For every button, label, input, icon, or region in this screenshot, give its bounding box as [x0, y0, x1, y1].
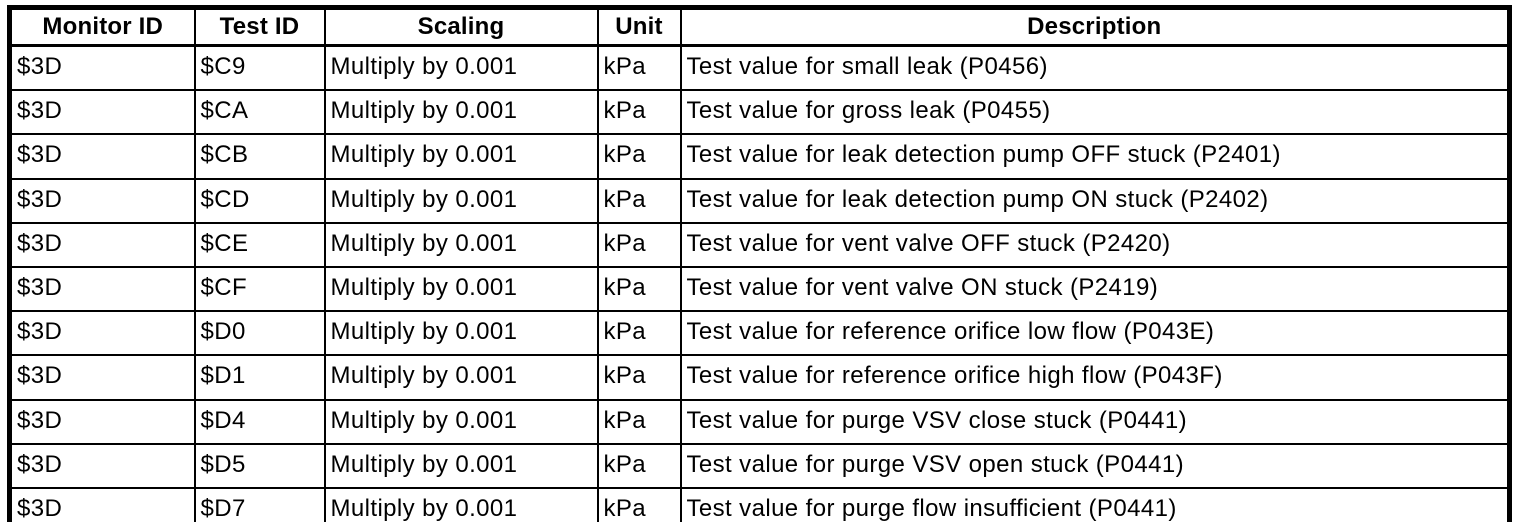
table-row: $3D $CA Multiply by 0.001 kPa Test value…: [8, 89, 1511, 136]
table-row: $3D $CB Multiply by 0.001 kPa Test value…: [8, 133, 1511, 180]
unit-cell: kPa: [596, 310, 682, 357]
test-id-cell: $CF: [193, 265, 326, 313]
unit-cell: kPa: [596, 442, 682, 489]
unit-cell: kPa: [596, 44, 682, 92]
scaling-cell: Multiply by 0.001: [323, 398, 599, 445]
test-id-cell: $CE: [193, 221, 326, 268]
table-row: $3D $D1 Multiply by 0.001 kPa Test value…: [8, 354, 1511, 401]
table-row: $3D $D0 Multiply by 0.001 kPa Test value…: [8, 310, 1511, 357]
unit-cell: kPa: [596, 133, 682, 180]
test-id-cell: $CD: [193, 177, 326, 224]
column-header-description: Description: [679, 6, 1511, 47]
description-cell: Test value for reference orifice low flo…: [679, 310, 1511, 357]
description-cell: Test value for purge flow insufficient (…: [679, 486, 1511, 522]
table-row: $3D $D4 Multiply by 0.001 kPa Test value…: [8, 398, 1511, 445]
table-header: Monitor ID Test ID Scaling Unit Descript…: [8, 6, 1511, 47]
scaling-cell: Multiply by 0.001: [323, 133, 599, 180]
unit-cell: kPa: [596, 354, 682, 401]
monitor-id-cell: $3D: [8, 310, 196, 357]
test-id-cell: $D1: [193, 354, 326, 401]
unit-cell: kPa: [596, 221, 682, 268]
description-cell: Test value for reference orifice high fl…: [679, 354, 1511, 401]
unit-cell: kPa: [596, 265, 682, 313]
monitor-id-cell: $3D: [8, 265, 196, 313]
scaling-cell: Multiply by 0.001: [323, 486, 599, 522]
table-row: $3D $CE Multiply by 0.001 kPa Test value…: [8, 221, 1511, 268]
table-row: $3D $C9 Multiply by 0.001 kPa Test value…: [8, 44, 1511, 92]
test-id-cell: $D7: [193, 486, 326, 522]
scaling-cell: Multiply by 0.001: [323, 89, 599, 136]
scaling-cell: Multiply by 0.001: [323, 44, 599, 92]
description-cell: Test value for leak detection pump OFF s…: [679, 133, 1511, 180]
monitor-id-cell: $3D: [8, 221, 196, 268]
table-row: $3D $CF Multiply by 0.001 kPa Test value…: [8, 265, 1511, 313]
unit-cell: kPa: [596, 398, 682, 445]
test-id-cell: $C9: [193, 44, 326, 92]
scaling-cell: Multiply by 0.001: [323, 354, 599, 401]
scaling-cell: Multiply by 0.001: [323, 177, 599, 224]
monitor-id-cell: $3D: [8, 177, 196, 224]
test-id-cell: $D5: [193, 442, 326, 489]
test-id-cell: $CB: [193, 133, 326, 180]
description-cell: Test value for small leak (P0456): [679, 44, 1511, 92]
scaling-cell: Multiply by 0.001: [323, 221, 599, 268]
unit-cell: kPa: [596, 89, 682, 136]
table-row: $3D $D7 Multiply by 0.001 kPa Test value…: [8, 486, 1511, 522]
unit-cell: kPa: [596, 177, 682, 224]
monitor-id-cell: $3D: [8, 133, 196, 180]
description-cell: Test value for vent valve OFF stuck (P24…: [679, 221, 1511, 268]
monitor-id-cell: $3D: [8, 486, 196, 522]
table-row: $3D $CD Multiply by 0.001 kPa Test value…: [8, 177, 1511, 224]
scaling-cell: Multiply by 0.001: [323, 442, 599, 489]
monitor-id-cell: $3D: [8, 354, 196, 401]
monitor-id-cell: $3D: [8, 44, 196, 92]
scaling-cell: Multiply by 0.001: [323, 310, 599, 357]
column-header-unit: Unit: [596, 6, 682, 47]
test-id-cell: $D0: [193, 310, 326, 357]
description-cell: Test value for vent valve ON stuck (P241…: [679, 265, 1511, 313]
column-header-monitor-id: Monitor ID: [8, 6, 196, 47]
unit-cell: kPa: [596, 486, 682, 522]
monitor-id-cell: $3D: [8, 442, 196, 489]
table-body: $3D $C9 Multiply by 0.001 kPa Test value…: [8, 44, 1511, 522]
description-cell: Test value for gross leak (P0455): [679, 89, 1511, 136]
table-row: $3D $D5 Multiply by 0.001 kPa Test value…: [8, 442, 1511, 489]
table-header-row: Monitor ID Test ID Scaling Unit Descript…: [8, 6, 1511, 47]
test-id-cell: $CA: [193, 89, 326, 136]
column-header-test-id: Test ID: [193, 6, 326, 47]
description-cell: Test value for purge VSV close stuck (P0…: [679, 398, 1511, 445]
test-values-table: Monitor ID Test ID Scaling Unit Descript…: [7, 5, 1512, 522]
description-cell: Test value for purge VSV open stuck (P04…: [679, 442, 1511, 489]
scaling-cell: Multiply by 0.001: [323, 265, 599, 313]
monitor-id-cell: $3D: [8, 89, 196, 136]
column-header-scaling: Scaling: [323, 6, 599, 47]
test-id-cell: $D4: [193, 398, 326, 445]
description-cell: Test value for leak detection pump ON st…: [679, 177, 1511, 224]
monitor-id-cell: $3D: [8, 398, 196, 445]
